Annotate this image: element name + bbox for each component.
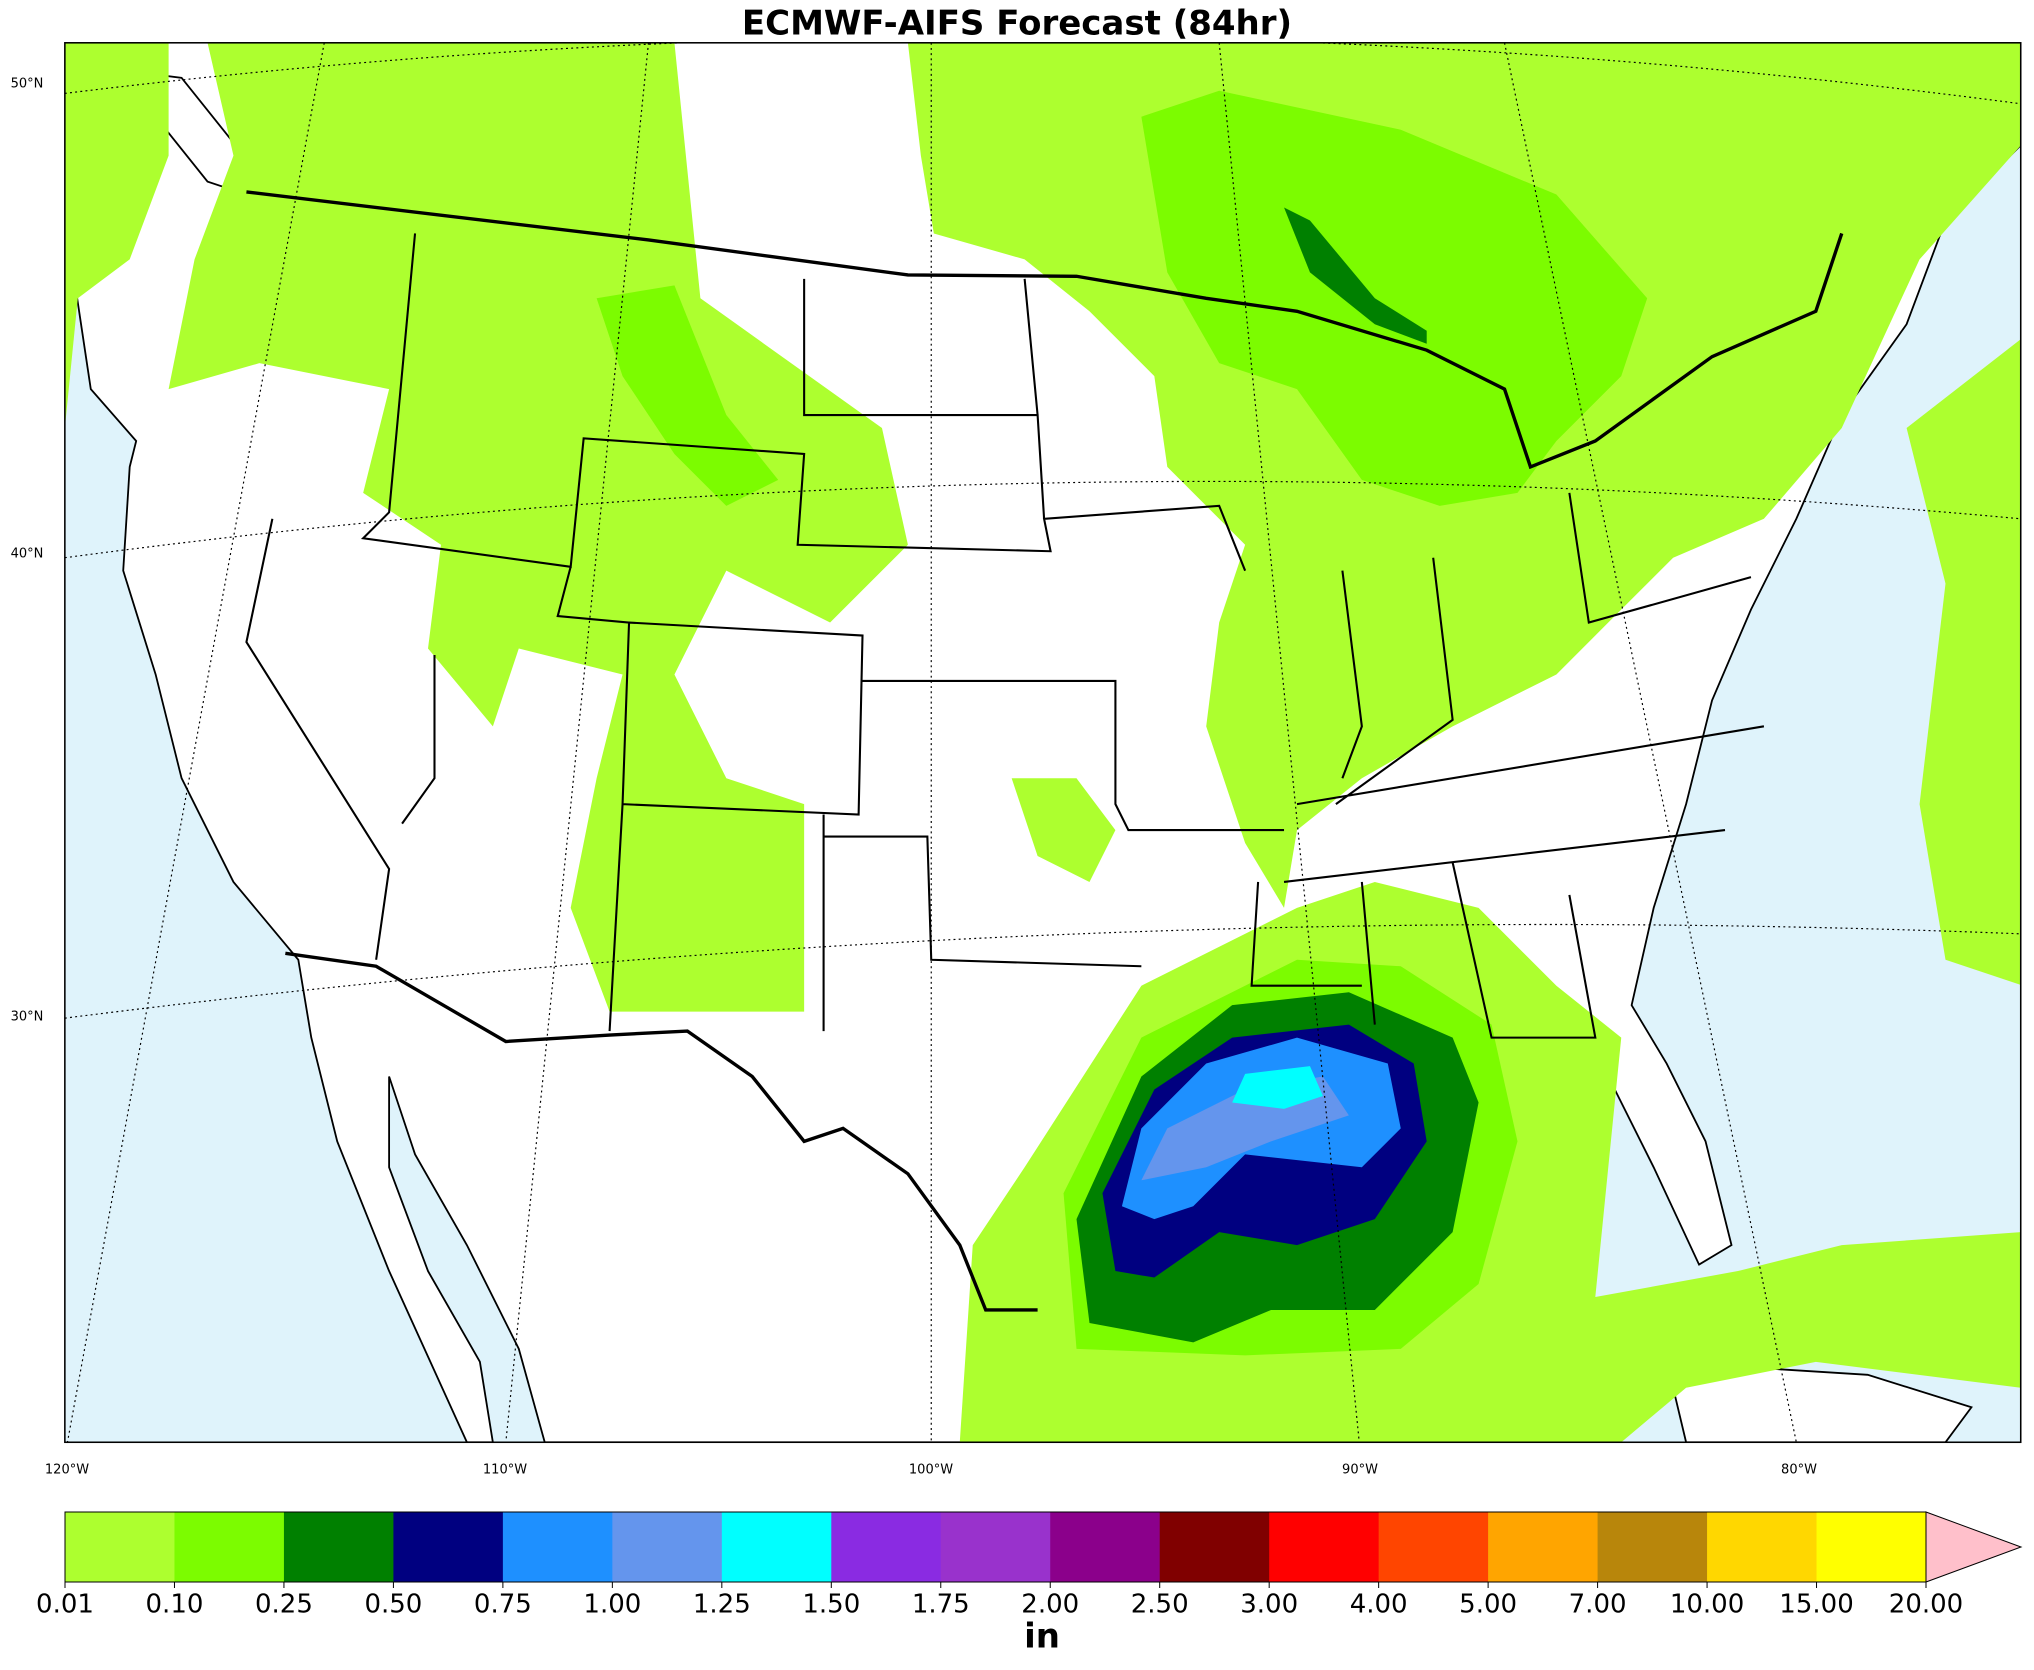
borders — [245, 190, 1844, 1312]
colorbar-swatch — [1159, 1512, 1270, 1582]
colorbar-swatch — [1378, 1512, 1489, 1582]
colorbar-swatch — [65, 1512, 175, 1582]
graticule — [64, 42, 2021, 1443]
colorbar-swatch — [1050, 1512, 1161, 1582]
colorbar-swatch — [831, 1512, 942, 1582]
colorbar-tick-label: 0.25 — [255, 1590, 313, 1620]
colorbar-tick-label: 0.10 — [146, 1590, 204, 1620]
colorbar-unit: in — [1024, 1617, 1060, 1657]
colorbar-swatch — [1488, 1512, 1599, 1582]
colorbar-swatch — [612, 1512, 723, 1582]
colorbar-tick-label: 1.25 — [693, 1590, 751, 1620]
colorbar-tick-label: 0.75 — [474, 1590, 532, 1620]
colorbar-tick-label: 15.00 — [1779, 1590, 1853, 1620]
colorbar-swatch — [1269, 1512, 1380, 1582]
precip-heavy — [1076, 207, 1479, 1343]
colorbar-swatch — [1707, 1512, 1818, 1582]
colorbar-swatch — [1816, 1512, 1927, 1582]
lon-label: 100°W — [909, 1463, 953, 1478]
colorbar-tick-label: 0.01 — [36, 1590, 94, 1620]
colorbar-tick-label: 4.00 — [1350, 1590, 1408, 1620]
colorbar-tick-label: 20.00 — [1889, 1590, 1963, 1620]
colorbar-swatch — [940, 1512, 1051, 1582]
colorbar-swatch — [1597, 1512, 1708, 1582]
lon-labels: 120°W 110°W 100°W 90°W 80°W — [45, 1463, 1817, 1478]
lat-labels: 50°N 40°N 30°N — [11, 77, 44, 1025]
colorbar-tick-label: 3.00 — [1240, 1590, 1298, 1620]
colorbar-swatch — [393, 1512, 504, 1582]
colorbar-tick-label: 0.50 — [364, 1590, 422, 1620]
colorbar-swatch — [721, 1512, 832, 1582]
lat-label: 50°N — [11, 77, 44, 92]
colorbar-tick-label: 1.75 — [912, 1590, 970, 1620]
lon-label: 120°W — [45, 1463, 89, 1478]
colorbar: 0.01 0.10 0.25 0.50 0.75 1.00 1.25 1.50 1.75 2.00… — [36, 1511, 2023, 1620]
colorbar-tick-label: 1.50 — [802, 1590, 860, 1620]
lon-label: 90°W — [1342, 1463, 1378, 1478]
colorbar-tick-label: 2.00 — [1021, 1590, 1079, 1620]
colorbar-tick-label: 1.00 — [583, 1590, 641, 1620]
map — [64, 42, 2022, 1444]
lat-label: 30°N — [11, 1010, 44, 1025]
colorbar-tick-label: 10.00 — [1670, 1590, 1744, 1620]
lon-label: 80°W — [1781, 1463, 1817, 1478]
colorbar-tick-label: 7.00 — [1569, 1590, 1627, 1620]
colorbar-outline — [64, 1511, 1927, 1583]
colorbar-swatch — [283, 1512, 394, 1582]
lon-label: 110°W — [483, 1463, 527, 1478]
lat-label: 40°N — [11, 547, 44, 562]
colorbar-tick-label: 2.50 — [1131, 1590, 1189, 1620]
colorbar-extend — [1925, 1511, 2023, 1583]
title: ECMWF-AIFS Forecast (84hr) — [742, 4, 1292, 44]
colorbar-swatch — [174, 1512, 285, 1582]
map-frame — [64, 42, 2022, 1444]
colorbar-tick-label: 5.00 — [1459, 1590, 1517, 1620]
colorbar-swatch — [502, 1512, 613, 1582]
